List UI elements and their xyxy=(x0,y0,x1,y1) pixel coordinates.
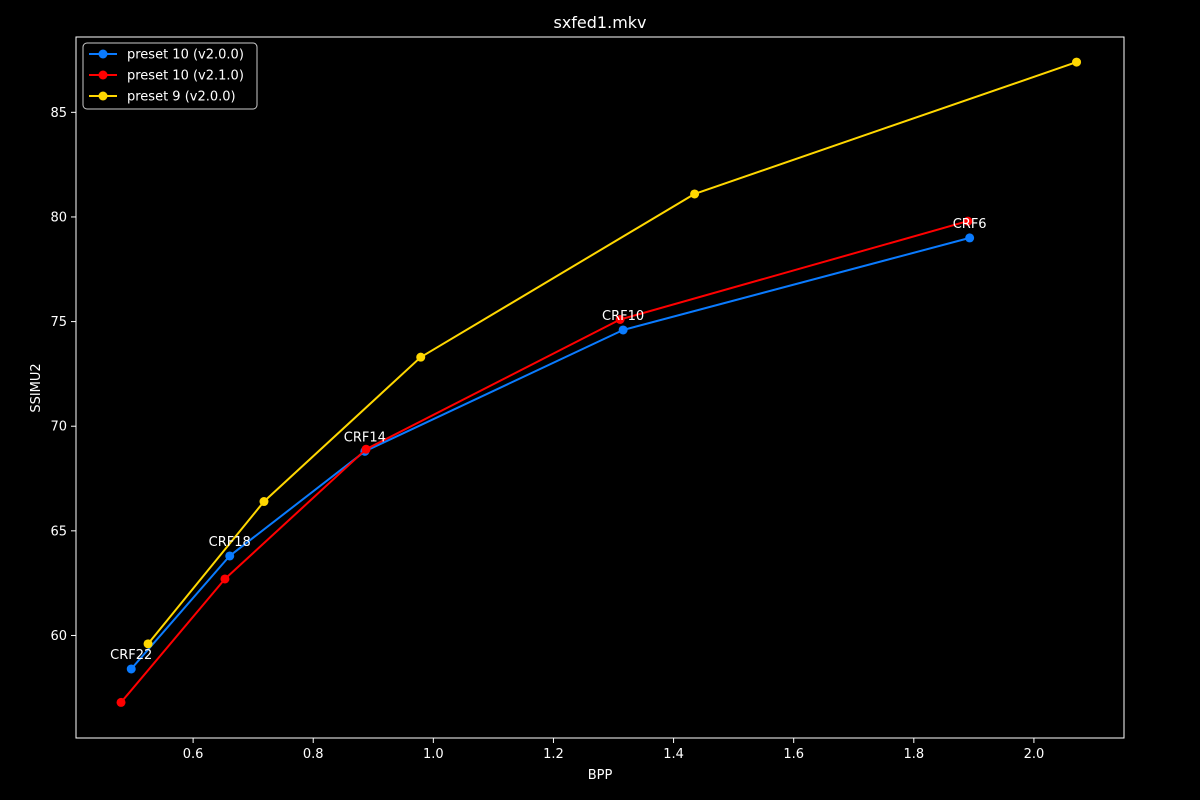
legend-box xyxy=(82,42,258,110)
x-tick-label: 0.8 xyxy=(303,747,324,762)
y-tick-label: 75 xyxy=(50,315,67,330)
annotations-group: CRF22 CRF18 CRF14 CRF10 CRF6 xyxy=(110,217,986,663)
y-tick-label: 80 xyxy=(50,210,67,225)
data-point xyxy=(618,325,628,335)
legend: preset 10 (v2.0.0) preset 10 (v2.1.0) pres… xyxy=(82,42,258,110)
y-axis: 60 65 70 75 80 85 xyxy=(50,106,76,644)
chart-title: sxfed1.mkv xyxy=(553,13,646,32)
y-tick-label: 70 xyxy=(50,420,67,435)
data-point xyxy=(1072,57,1082,67)
data-point xyxy=(690,189,700,199)
data-point xyxy=(963,216,973,226)
legend-item: preset 9 (v2.0.0) xyxy=(89,90,236,105)
legend-label: preset 9 (v2.0.0) xyxy=(127,90,236,105)
legend-marker xyxy=(98,49,108,59)
data-point xyxy=(416,352,426,362)
point-annotation: CRF6 xyxy=(953,217,987,232)
x-tick-label: 0.6 xyxy=(183,747,204,762)
x-tick-label: 2.0 xyxy=(1024,747,1045,762)
data-point xyxy=(965,233,975,243)
legend-item: preset 10 (v2.0.0) xyxy=(89,48,244,63)
legend-label: preset 10 (v2.0.0) xyxy=(127,48,244,63)
data-point xyxy=(116,697,126,707)
x-tick-label: 1.6 xyxy=(783,747,804,762)
x-tick-label: 1.2 xyxy=(543,747,564,762)
data-point xyxy=(361,444,371,454)
point-annotation: CRF22 xyxy=(110,648,152,663)
data-point xyxy=(615,314,625,324)
series-3 xyxy=(143,57,1082,649)
point-annotation: CRF14 xyxy=(344,430,386,445)
y-axis-label: SSIMU2 xyxy=(29,363,44,412)
x-axis-label: BPP xyxy=(588,768,613,783)
plot-area xyxy=(75,36,1125,739)
legend-item: preset 10 (v2.1.0) xyxy=(89,69,244,84)
point-annotation: CRF18 xyxy=(209,535,251,550)
plot-frame xyxy=(75,36,1125,739)
legend-label: preset 10 (v2.1.0) xyxy=(127,69,244,84)
legend-marker xyxy=(98,70,108,80)
series-group xyxy=(116,57,1082,707)
x-tick-label: 1.0 xyxy=(423,747,444,762)
data-point xyxy=(220,574,230,584)
y-tick-label: 65 xyxy=(50,524,67,539)
y-tick-label: 85 xyxy=(50,106,67,121)
x-axis: 0.6 0.8 1.0 1.2 1.4 1.6 1.8 2.0 xyxy=(183,738,1044,762)
series-2 xyxy=(116,216,973,707)
point-annotation: CRF10 xyxy=(602,309,644,324)
data-point xyxy=(259,497,269,507)
legend-marker xyxy=(98,91,108,101)
x-tick-label: 1.4 xyxy=(663,747,684,762)
data-point xyxy=(143,639,153,649)
data-point xyxy=(225,551,235,561)
data-point xyxy=(126,664,136,674)
x-tick-label: 1.8 xyxy=(903,747,924,762)
y-tick-label: 60 xyxy=(50,629,67,644)
